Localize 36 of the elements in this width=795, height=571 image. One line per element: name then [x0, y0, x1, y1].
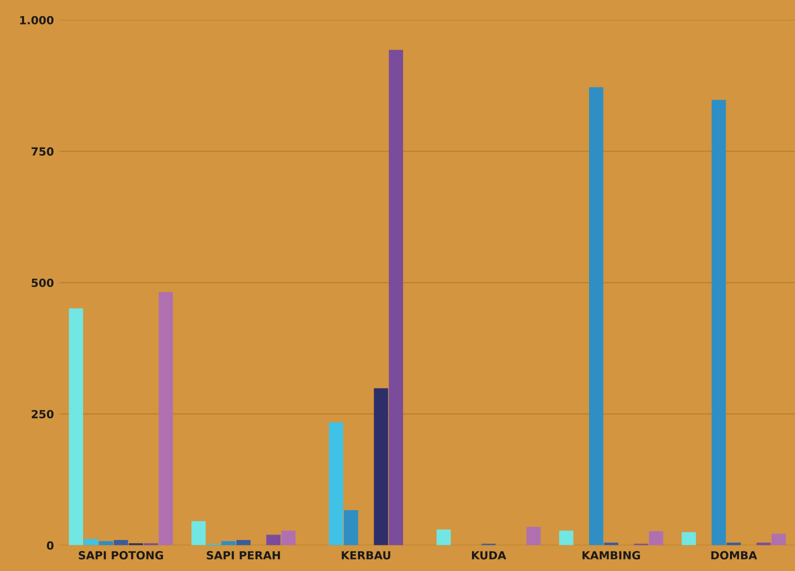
bar [648, 531, 664, 546]
bar [84, 539, 98, 546]
x-tick-label: KAMBING [582, 551, 640, 560]
bar [604, 542, 618, 546]
y-tick-label: 500 [32, 278, 54, 288]
bar [559, 530, 574, 546]
bar [221, 541, 236, 546]
bar [726, 542, 741, 546]
y-tick-label: 250 [32, 410, 54, 418]
bar [328, 422, 344, 546]
bar [772, 534, 786, 546]
x-tick-label: KERBAU [342, 551, 390, 560]
bar [712, 100, 726, 546]
bar [114, 540, 128, 546]
bar [68, 308, 84, 546]
bar [388, 50, 404, 546]
x-tick-label: SAPI POTONG [78, 551, 163, 560]
bar [436, 530, 451, 546]
bar [191, 521, 206, 546]
bar [266, 534, 281, 546]
x-tick-label: DOMBA [711, 551, 758, 560]
x-tick-label: SAPI PERAH [206, 551, 280, 560]
bar [526, 526, 541, 546]
bar [756, 542, 771, 546]
y-tick-label: 1.000 [20, 16, 54, 24]
bar [98, 541, 114, 546]
y-tick-label: 0 [46, 541, 54, 550]
x-tick-label: KUDA [472, 551, 506, 560]
bar [374, 388, 388, 546]
bar [281, 530, 296, 546]
bar [589, 87, 604, 546]
bar [682, 532, 696, 546]
bar [344, 510, 358, 546]
bar [236, 540, 251, 546]
y-tick-label: 750 [32, 147, 54, 156]
bar [158, 292, 173, 546]
